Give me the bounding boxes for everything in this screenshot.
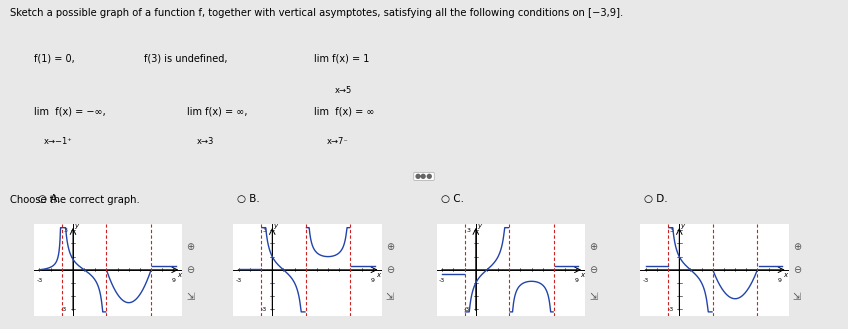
Text: 9: 9 (171, 278, 176, 283)
Text: 9: 9 (574, 278, 578, 283)
Text: ⊕: ⊕ (589, 242, 598, 252)
Text: -3: -3 (643, 278, 649, 283)
Text: ●●●: ●●● (415, 173, 433, 179)
Text: lim  f(x) = ∞: lim f(x) = ∞ (314, 107, 374, 117)
Text: -3: -3 (667, 307, 673, 312)
Text: ⇲: ⇲ (187, 292, 195, 302)
Text: x: x (580, 272, 583, 278)
Text: x→7⁻: x→7⁻ (326, 138, 349, 146)
Text: y: y (75, 223, 78, 229)
Text: -3: -3 (260, 307, 266, 312)
Text: ○ A.: ○ A. (38, 194, 61, 204)
Text: ⊖: ⊖ (187, 265, 195, 275)
Text: x→−1⁺: x→−1⁺ (44, 138, 73, 146)
Text: ⇲: ⇲ (793, 292, 801, 302)
Text: lim f(x) = 1: lim f(x) = 1 (314, 53, 369, 63)
Text: -3: -3 (236, 278, 242, 283)
Text: lim f(x) = ∞,: lim f(x) = ∞, (187, 107, 247, 117)
Text: ⊕: ⊕ (386, 242, 394, 252)
Text: -3: -3 (36, 278, 42, 283)
Text: f(1) = 0,: f(1) = 0, (34, 53, 75, 63)
Text: ⇲: ⇲ (589, 292, 598, 302)
Text: x: x (784, 272, 787, 278)
Text: ⊕: ⊕ (187, 242, 195, 252)
Text: x→5: x→5 (335, 86, 352, 95)
Text: Sketch a possible graph of a function f, together with vertical asymptotes, sati: Sketch a possible graph of a function f,… (10, 8, 623, 18)
Text: x: x (177, 272, 181, 278)
Text: ○ D.: ○ D. (644, 194, 668, 204)
Text: x→3: x→3 (197, 138, 214, 146)
Text: 3: 3 (466, 228, 470, 233)
Text: f(3) is undefined,: f(3) is undefined, (144, 53, 227, 63)
Text: 9: 9 (371, 278, 375, 283)
Text: y: y (274, 223, 277, 229)
Text: -3: -3 (439, 278, 445, 283)
Text: ⊖: ⊖ (793, 265, 801, 275)
Text: ⊖: ⊖ (386, 265, 394, 275)
Text: x: x (377, 272, 380, 278)
Text: Choose the correct graph.: Choose the correct graph. (10, 195, 140, 205)
Text: y: y (681, 223, 684, 229)
Text: ○ C.: ○ C. (441, 194, 464, 204)
Text: -3: -3 (61, 307, 67, 312)
Text: ⊕: ⊕ (793, 242, 801, 252)
Text: lim  f(x) = −∞,: lim f(x) = −∞, (34, 107, 106, 117)
Text: ⇲: ⇲ (386, 292, 394, 302)
Text: y: y (477, 223, 481, 229)
Text: ○ B.: ○ B. (237, 194, 260, 204)
Text: -3: -3 (464, 307, 470, 312)
Text: 3: 3 (263, 228, 266, 233)
Text: 3: 3 (670, 228, 673, 233)
Text: 9: 9 (778, 278, 782, 283)
Text: 3: 3 (64, 228, 67, 233)
Text: ⊖: ⊖ (589, 265, 598, 275)
